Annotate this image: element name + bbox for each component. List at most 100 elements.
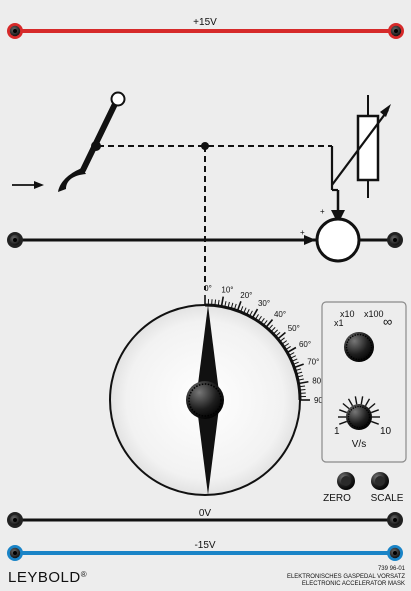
dial-tick-label: 70° xyxy=(307,358,319,367)
dial-tick xyxy=(277,331,286,340)
dial-tick xyxy=(292,361,299,365)
dial-tick xyxy=(260,317,265,324)
socket-icon[interactable] xyxy=(7,23,23,39)
dial-tick xyxy=(233,303,237,310)
dial-tick xyxy=(272,329,279,335)
dial-tick-label: 0° xyxy=(204,284,212,293)
dial-tick xyxy=(283,343,290,348)
dial-tick-label: 60° xyxy=(299,340,311,349)
dial-tick xyxy=(290,355,296,359)
scale-label: SCALE xyxy=(371,493,404,504)
dial-tick xyxy=(236,301,242,312)
dial-tick xyxy=(286,346,297,354)
range-knob[interactable] xyxy=(344,332,374,362)
dial-tick xyxy=(293,363,304,369)
range-label-x100: x100 xyxy=(364,309,384,319)
socket-icon[interactable] xyxy=(7,545,23,561)
rate-tick xyxy=(364,398,371,407)
range-label-x1: x1 xyxy=(334,318,344,328)
dial-tick xyxy=(217,299,220,306)
rate-tick xyxy=(370,420,379,425)
dial-tick-label: 10° xyxy=(221,286,233,295)
rate-tick xyxy=(354,396,358,405)
socket-icon[interactable] xyxy=(387,545,403,561)
product-info: 739 96-01 ELEKTRONISCHES GASPEDAL VORSAT… xyxy=(205,566,405,589)
dial-tick xyxy=(224,301,227,308)
dial-tick xyxy=(265,319,274,328)
dial-tick-label: 80° xyxy=(312,377,324,386)
socket-icon[interactable] xyxy=(7,512,23,528)
rate-tick xyxy=(339,420,348,425)
control-subpanel xyxy=(321,301,407,463)
dial-tick xyxy=(214,299,217,306)
dial-tick xyxy=(291,358,298,362)
summing-junction-icon xyxy=(315,217,361,263)
dial-tick-label: 90° xyxy=(314,396,326,405)
product-code: 739 96-01 xyxy=(377,566,405,572)
socket-icon[interactable] xyxy=(388,23,404,39)
product-title-en: ELECTRONIC ACCELERATOR MASK xyxy=(301,581,405,587)
pedal-icon xyxy=(58,91,126,192)
rate-tick xyxy=(342,402,350,410)
rate-tick xyxy=(339,409,348,414)
rate-min-label: 1 xyxy=(334,426,340,437)
dial-tick xyxy=(299,388,306,391)
dial-tick xyxy=(246,309,250,315)
product-title-de: ELEKTRONISCHES GASPEDAL VORSATZ xyxy=(286,573,405,580)
dial-tick xyxy=(243,307,247,314)
plus-sign: + xyxy=(320,207,325,216)
minus15v-label: -15V xyxy=(194,540,215,551)
dial-tick-label: 40° xyxy=(274,310,286,319)
brand-logo: LEYBOLD® xyxy=(8,569,87,586)
brand-mark: ® xyxy=(80,570,88,579)
dial-tick xyxy=(275,332,281,337)
dial-tick xyxy=(220,296,225,307)
scale-button[interactable] xyxy=(371,472,389,490)
rate-tick xyxy=(370,409,379,414)
rate-tick xyxy=(360,396,364,405)
dial-scale-labels: 0° 10° 20° 30° 40° 50° 60° 70° 80° 90° xyxy=(204,284,326,405)
junction-dot xyxy=(201,142,209,150)
dial-tick xyxy=(240,306,244,313)
dial-tick xyxy=(288,352,295,356)
zero-button[interactable] xyxy=(337,472,355,490)
dial-tick-label: 50° xyxy=(288,324,300,333)
dial-tick xyxy=(268,324,273,330)
dial-tick xyxy=(295,368,302,372)
rate-max-label: 10 xyxy=(380,426,392,437)
dial-tick xyxy=(297,375,304,378)
rate-tick xyxy=(347,398,354,407)
dial-tick xyxy=(263,320,268,326)
socket-icon[interactable] xyxy=(387,232,403,248)
dial-tick-label: 30° xyxy=(258,299,270,308)
dial-tick xyxy=(249,310,253,317)
dial-tick xyxy=(279,337,285,342)
dial-tick xyxy=(297,378,304,381)
dial-tick xyxy=(257,315,262,322)
rate-knob[interactable] xyxy=(346,404,372,430)
plus-sign: + xyxy=(300,228,305,237)
rate-unit-label: V/s xyxy=(352,439,366,450)
dial-tick xyxy=(299,385,306,388)
socket-icon[interactable] xyxy=(7,232,23,248)
dial-tick xyxy=(254,314,259,320)
dial-scale-ticks xyxy=(204,295,310,401)
dial-tick xyxy=(298,380,309,385)
rate-scale-ticks xyxy=(338,396,380,425)
dial-scale-arc xyxy=(204,303,302,401)
dial-tick xyxy=(227,301,230,308)
brand-name: LEYBOLD xyxy=(8,569,81,586)
dial-tick xyxy=(251,308,259,319)
dial-tick xyxy=(285,346,291,351)
dial-tick xyxy=(230,302,234,309)
dial-knob[interactable] xyxy=(186,381,224,419)
potentiometer-icon xyxy=(330,95,391,224)
dial-tick-label: 20° xyxy=(240,291,252,300)
socket-icon[interactable] xyxy=(387,512,403,528)
dial-tick xyxy=(281,340,288,345)
range-label-inf: ∞ xyxy=(383,314,392,329)
dial-tick xyxy=(296,371,303,375)
range-label-x10: x10 xyxy=(340,309,355,319)
